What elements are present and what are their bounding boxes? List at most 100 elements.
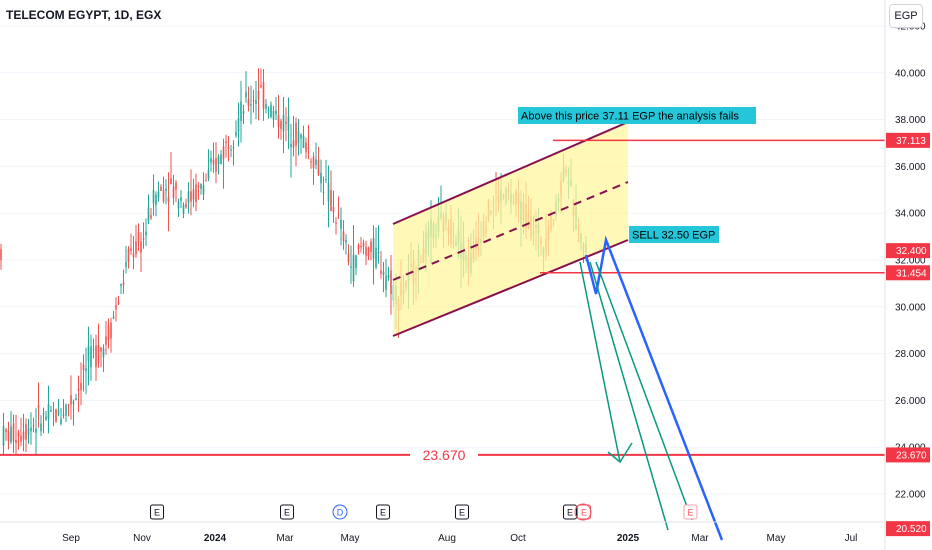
candle-body bbox=[192, 189, 195, 200]
green-arrowhead-1 bbox=[607, 442, 633, 464]
candle-body bbox=[212, 159, 215, 165]
x-tick-label: Sep bbox=[62, 533, 80, 544]
candle-body bbox=[175, 182, 177, 190]
candle-body bbox=[285, 121, 287, 124]
candle-body bbox=[72, 401, 75, 404]
sell-note-box bbox=[629, 226, 719, 243]
candle-body bbox=[62, 414, 65, 416]
candle-body bbox=[135, 241, 137, 255]
candle-body bbox=[185, 203, 187, 208]
candle-body bbox=[252, 100, 255, 102]
candle-body bbox=[360, 245, 362, 248]
candle-body bbox=[52, 412, 55, 414]
x-tick-label: Jul bbox=[845, 533, 858, 544]
x-tick-label: Aug bbox=[438, 533, 456, 544]
blue-projection-arrow bbox=[584, 235, 724, 541]
candle-body bbox=[40, 423, 42, 432]
candle-body bbox=[387, 274, 390, 278]
candle-body bbox=[300, 135, 302, 139]
future-earnings-marker bbox=[683, 504, 698, 520]
candle-body bbox=[107, 325, 110, 341]
earnings-marker bbox=[455, 504, 469, 520]
candle-body bbox=[250, 104, 252, 106]
candle-body bbox=[202, 185, 205, 195]
candle-body bbox=[270, 104, 272, 118]
candle-body bbox=[32, 425, 35, 427]
x-tick-label: May bbox=[767, 533, 786, 544]
candle-body bbox=[85, 368, 87, 372]
candle-body bbox=[342, 231, 345, 242]
candle-body bbox=[327, 182, 330, 202]
candle-body bbox=[80, 382, 82, 391]
price-tag-label: 31.454 bbox=[896, 268, 927, 279]
event-marker-label: E bbox=[284, 508, 290, 518]
candle-body bbox=[122, 282, 125, 285]
candle-body bbox=[305, 142, 307, 152]
candle-body bbox=[112, 316, 115, 319]
candle-body bbox=[15, 439, 17, 443]
green-arrow-1 bbox=[579, 261, 621, 463]
price-tag bbox=[886, 447, 930, 463]
currency-button[interactable]: EGP bbox=[889, 4, 923, 28]
candle-body bbox=[90, 346, 92, 368]
candle-body bbox=[67, 404, 70, 406]
x-tick-label: Mar bbox=[691, 533, 709, 544]
candle-body bbox=[50, 409, 52, 412]
candle-body bbox=[275, 110, 277, 115]
candle-body bbox=[115, 304, 117, 310]
green-arrow-2 bbox=[589, 261, 669, 531]
candle-body bbox=[165, 188, 167, 191]
candle-body bbox=[172, 186, 175, 198]
price-tag-label: 32.400 bbox=[896, 246, 927, 257]
candle-body bbox=[390, 270, 392, 295]
candle-body bbox=[195, 184, 197, 203]
candle-body bbox=[347, 253, 350, 262]
y-tick-label: 38.000 bbox=[895, 115, 926, 126]
candle-body bbox=[142, 238, 145, 240]
y-tick-label: 32.000 bbox=[895, 256, 926, 267]
chart-title: TELECOM EGYPT, 1D, EGX bbox=[6, 8, 162, 22]
candle-body bbox=[362, 242, 365, 247]
candle-body bbox=[147, 207, 150, 222]
candle-body bbox=[330, 189, 332, 211]
level-label-23: 23.670 bbox=[423, 447, 466, 463]
fail-note-box bbox=[518, 107, 756, 124]
candle-body bbox=[162, 190, 165, 202]
candle-body bbox=[260, 85, 262, 88]
price-tag-label: 37.113 bbox=[896, 136, 926, 147]
price-tag bbox=[886, 132, 930, 148]
candle-body bbox=[215, 158, 217, 172]
candle-body bbox=[317, 159, 320, 175]
candle-body bbox=[282, 114, 285, 132]
candle-body bbox=[320, 172, 322, 184]
candle-body bbox=[20, 435, 22, 442]
candle-body bbox=[257, 91, 260, 100]
candle-body bbox=[290, 143, 292, 148]
candle-body bbox=[82, 364, 85, 371]
candle-body bbox=[5, 429, 7, 432]
candle-body bbox=[325, 179, 327, 181]
candle-body bbox=[357, 245, 360, 249]
y-tick-label: 28.000 bbox=[895, 349, 926, 360]
candle-body bbox=[160, 186, 162, 191]
y-tick-label: 30.000 bbox=[895, 302, 926, 313]
candle-body bbox=[297, 131, 300, 144]
price-tag-label: 23.670 bbox=[896, 450, 927, 461]
candle-body bbox=[365, 246, 367, 256]
y-tick-label: 36.000 bbox=[895, 162, 926, 173]
price-tag-label: 20.520 bbox=[896, 524, 927, 535]
candle-body bbox=[312, 156, 315, 169]
candle-body bbox=[30, 427, 32, 432]
candle-body bbox=[167, 196, 170, 203]
fail-note-text: Above this price 37.11 EGP the analysis … bbox=[521, 111, 739, 123]
candle-body bbox=[0, 249, 2, 261]
candle-body bbox=[65, 404, 67, 416]
candle-body bbox=[117, 301, 120, 305]
candle-body bbox=[375, 247, 377, 268]
candle-body bbox=[177, 201, 180, 209]
candle-body bbox=[7, 431, 10, 442]
candle-body bbox=[45, 416, 47, 420]
candle-body bbox=[242, 111, 245, 115]
candle-body bbox=[237, 118, 240, 132]
